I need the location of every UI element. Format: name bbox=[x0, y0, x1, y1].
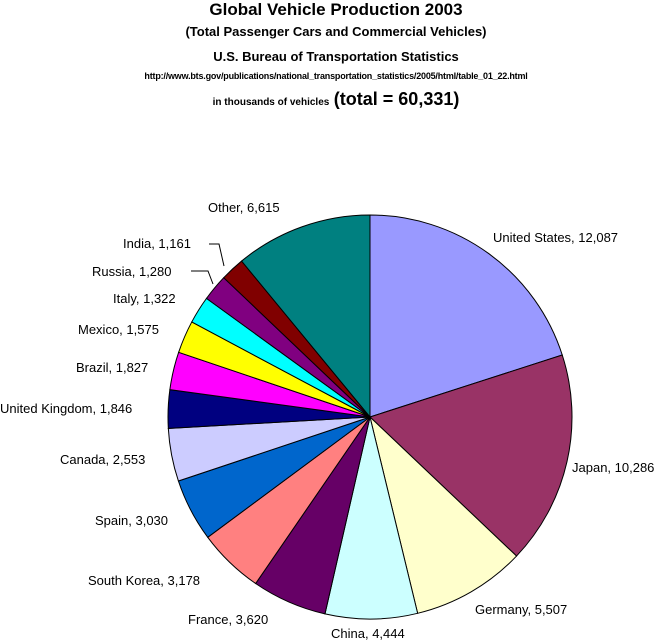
pie-slice-germany bbox=[369, 415, 518, 614]
leader-line-russia bbox=[191, 270, 214, 285]
slice-label-other: Other, 6,615 bbox=[208, 200, 280, 215]
slice-label-japan: Japan, 10,286 bbox=[572, 460, 654, 475]
pie-slice-united-states bbox=[369, 214, 563, 418]
slice-label-spain: Spain, 3,030 bbox=[95, 513, 168, 528]
slice-label-italy: Italy, 1,322 bbox=[113, 291, 176, 306]
slice-label-china: China, 4,444 bbox=[331, 626, 405, 641]
slice-label-canada: Canada, 2,553 bbox=[60, 452, 145, 467]
slice-label-brazil: Brazil, 1,827 bbox=[76, 360, 148, 375]
slice-label-germany: Germany, 5,507 bbox=[475, 602, 567, 617]
pie-slice-japan bbox=[369, 354, 573, 557]
units-line: in thousands of vehicles (total = 60,331… bbox=[0, 89, 672, 110]
chart-subtitle: (Total Passenger Cars and Commercial Veh… bbox=[185, 24, 487, 39]
slice-label-india: India, 1,161 bbox=[123, 236, 191, 251]
slice-label-france: France, 3,620 bbox=[188, 612, 268, 627]
total-text: (total = 60,331) bbox=[333, 89, 460, 109]
units-text: in thousands of vehicles bbox=[212, 97, 330, 108]
slice-label-united-kingdom: United Kingdom, 1,846 bbox=[0, 401, 132, 416]
chart-title: Global Vehicle Production 2003 bbox=[209, 0, 463, 19]
slice-label-russia: Russia, 1,280 bbox=[92, 264, 172, 279]
slice-label-united-states: United States, 12,087 bbox=[493, 230, 618, 245]
source-url: http://www.bts.gov/publications/national… bbox=[144, 71, 528, 81]
pie-slice-other bbox=[240, 214, 371, 419]
slice-label-south-korea: South Korea, 3,178 bbox=[88, 573, 200, 588]
slice-label-mexico: Mexico, 1,575 bbox=[78, 322, 159, 337]
leader-line-india bbox=[209, 243, 225, 267]
chart-source: U.S. Bureau of Transportation Statistics bbox=[213, 49, 459, 64]
